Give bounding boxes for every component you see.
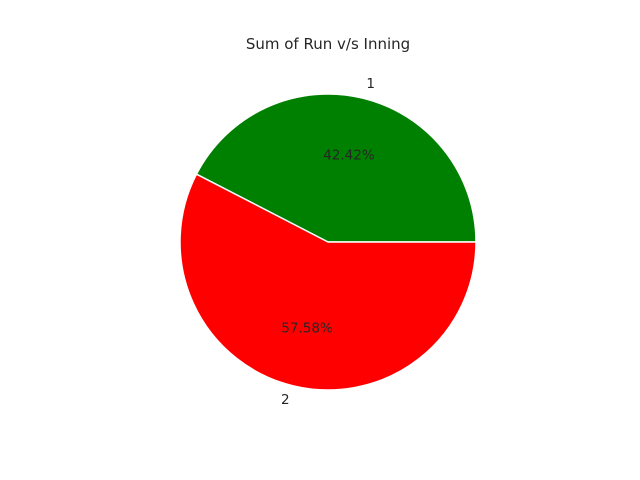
- pct-label-inning-1: 42.42%: [323, 148, 375, 164]
- slice-label-inning-1: 1: [366, 76, 375, 92]
- pct-label-inning-2: 57.58%: [281, 320, 333, 336]
- slice-label-inning-2: 2: [281, 392, 290, 408]
- pie-slices: [179, 93, 477, 391]
- pie-labels: 1 42.42% 2 57.58%: [281, 76, 375, 408]
- chart-title: Sum of Run v/s Inning: [246, 35, 410, 53]
- pie-slice-inning-1: [195, 93, 477, 243]
- pie-slice-inning-2: [179, 173, 477, 391]
